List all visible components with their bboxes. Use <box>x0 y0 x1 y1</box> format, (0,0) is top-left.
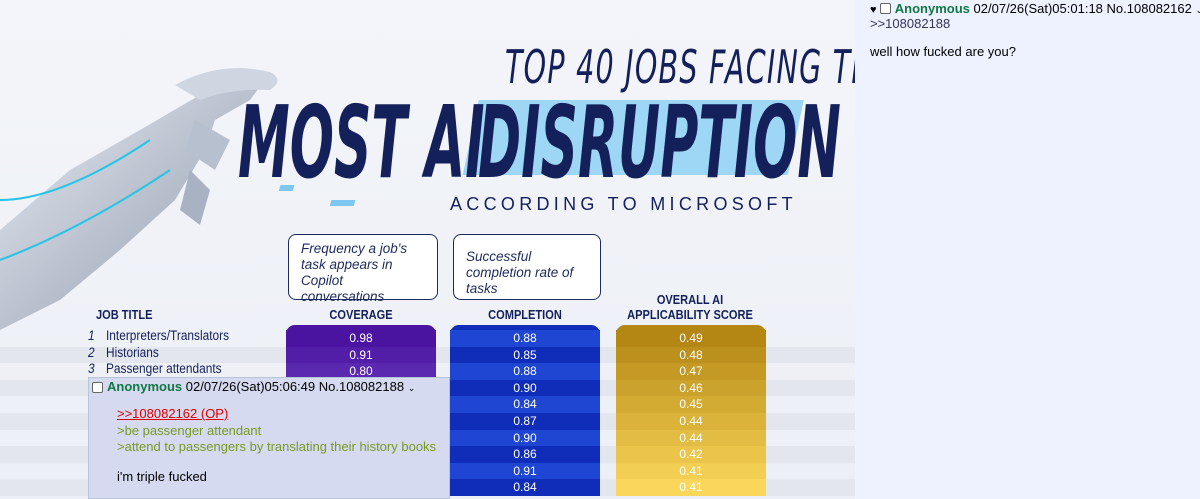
title-main: MOST AI <box>238 84 485 201</box>
post-menu[interactable]: ⌄ <box>1195 5 1200 15</box>
post-menu[interactable]: ⌄ <box>407 383 416 393</box>
table-cell: 0.86 <box>450 446 600 463</box>
table-cell: 0.88 <box>450 330 600 347</box>
table-cell: 0.91 <box>286 346 436 364</box>
heart-icon[interactable]: ♥ <box>870 4 877 16</box>
poster-name: Anonymous <box>894 1 970 16</box>
popup-post: Anonymous 02/07/26(Sat)05:06:49 No.10808… <box>88 377 450 499</box>
poster-name: Anonymous <box>107 379 183 394</box>
table-cell: 0.45 <box>616 396 766 413</box>
table-cell: 0.84 <box>450 479 600 496</box>
job-title: Passenger attendants <box>106 361 222 377</box>
table-cell: 0.91 <box>450 462 600 480</box>
job-title: Interpreters/Translators <box>106 328 230 343</box>
table-cell: 0.80 <box>286 363 436 380</box>
table-cell: 0.44 <box>616 413 766 430</box>
job-rank: 1 <box>88 328 95 343</box>
column-header: OVERALL AI <box>656 292 724 307</box>
checkbox[interactable] <box>92 382 103 393</box>
table-cell: 0.41 <box>616 479 766 496</box>
title-highlight <box>462 100 804 175</box>
callout: Frequency a job's task appears in Copilo… <box>288 234 438 304</box>
greentext: >be passenger attendant <box>117 422 262 438</box>
callout: Successful completion rate of tasks <box>453 234 601 300</box>
post-number[interactable]: No.108082162 <box>1106 1 1192 16</box>
title-main: DISRUPTION <box>478 84 841 201</box>
post-number[interactable]: No.108082188 <box>318 379 405 394</box>
column-header: JOB TITLE <box>96 307 153 322</box>
quote-link[interactable]: >>108082162 (OP) <box>117 406 229 421</box>
column-header: APPLICABILITY SCORE <box>627 307 753 322</box>
table-cell: 0.42 <box>616 446 766 463</box>
table-cell: 0.44 <box>616 429 766 447</box>
checkbox[interactable] <box>880 3 892 14</box>
table-cell: 0.90 <box>450 429 600 447</box>
post-text: well how fucked are you? <box>870 44 1016 59</box>
table-cell: 0.85 <box>450 346 600 364</box>
table-cell: 0.49 <box>616 330 766 347</box>
table-cell: 0.41 <box>616 462 766 480</box>
post-text: i'm triple fucked <box>117 468 207 484</box>
post-date: 02/07/26(Sat)05:01:18 <box>973 1 1103 16</box>
table-cell: 0.84 <box>450 396 600 413</box>
table-cell: 0.88 <box>450 363 600 380</box>
table-cell: 0.87 <box>450 413 600 430</box>
column-header: COMPLETION <box>488 307 562 322</box>
image-art <box>0 68 804 330</box>
reply-post: ♥ Anonymous 02/07/26(Sat)05:01:18 No.108… <box>870 1 1200 59</box>
robot-hand <box>0 68 356 330</box>
table-cell: 0.46 <box>616 379 766 397</box>
title-top: TOP 40 JOBS FACING THE <box>505 40 855 94</box>
post-date: 02/07/26(Sat)05:06:49 <box>185 379 316 394</box>
table-cell: 0.48 <box>616 346 766 364</box>
table-cell: 0.90 <box>450 379 600 397</box>
job-rank: 2 <box>88 344 95 360</box>
job-title: Historians <box>106 344 159 360</box>
subtitle: ACCORDING TO MICROSOFT <box>450 194 797 214</box>
column-header: COVERAGE <box>329 307 393 322</box>
table-cell: 0.98 <box>286 330 436 347</box>
quote-link[interactable]: >>108082188 <box>870 16 951 31</box>
table-cell: 0.47 <box>616 363 766 380</box>
job-rank: 3 <box>88 361 95 377</box>
greentext: >attend to passengers by translating the… <box>117 439 437 454</box>
